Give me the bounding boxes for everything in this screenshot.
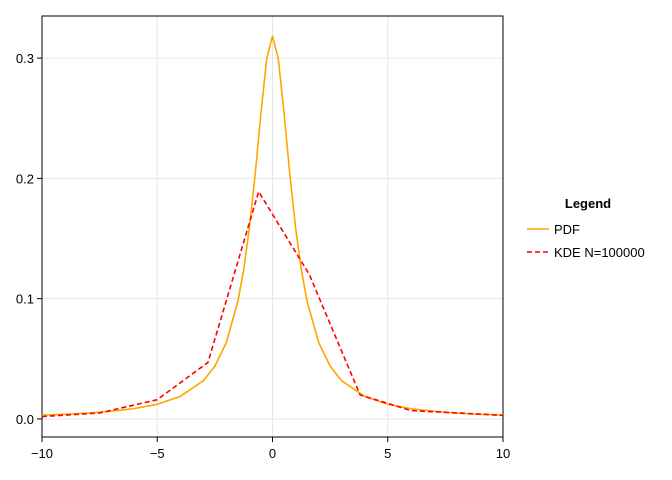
- legend-label: KDE N=100000: [554, 245, 645, 260]
- x-tick-label: 5: [384, 446, 391, 461]
- x-tick-label: 0: [269, 446, 276, 461]
- x-tick-label: −5: [150, 446, 165, 461]
- series-layer: [41, 35, 504, 418]
- legend: Legend PDF KDE N=100000: [527, 196, 645, 260]
- x-tick-label: −10: [31, 446, 53, 461]
- x-tick-label: 10: [496, 446, 510, 461]
- legend-items: PDF KDE N=100000: [527, 222, 645, 260]
- grid: [41, 16, 504, 437]
- y-tick-label: 0.1: [16, 292, 34, 307]
- y-tick-label: 0.3: [16, 51, 34, 66]
- legend-label: PDF: [554, 222, 580, 237]
- series-line-pdf: [41, 35, 504, 416]
- legend-title: Legend: [565, 196, 611, 211]
- y-tick-label: 0.2: [16, 171, 34, 186]
- axes: −10 −5 0 5 10 0.0 0.1 0.2 0.3: [16, 51, 510, 461]
- y-tick-label: 0.0: [16, 412, 34, 427]
